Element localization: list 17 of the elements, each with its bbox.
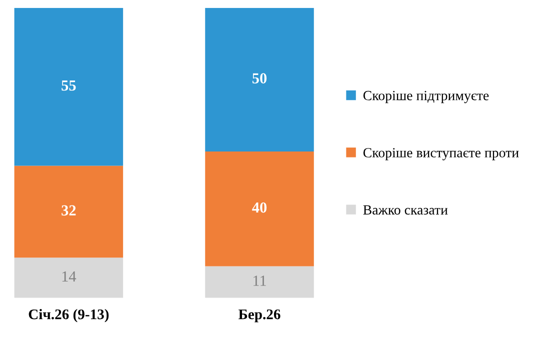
- data-label: 11: [254, 276, 266, 286]
- data-label: 50: [252, 73, 267, 84]
- legend-label: Важко сказати: [363, 205, 448, 215]
- bar: [205, 151, 314, 266]
- bar: [205, 266, 314, 298]
- legend-label: Скоріше підтримуєте: [363, 90, 489, 104]
- bar: [14, 8, 124, 166]
- bar: [14, 166, 124, 258]
- data-label: 14: [62, 271, 76, 282]
- data-label: 32: [62, 205, 76, 216]
- bar: [14, 258, 124, 298]
- data-label: 40: [252, 202, 267, 213]
- bar: [205, 8, 314, 152]
- legend-label: Скоріше виступаєте проти: [363, 148, 519, 160]
- x-tick-label: Січ.26 (9-13): [28, 308, 109, 322]
- data-label: 55: [62, 80, 76, 91]
- x-tick-label: Бер.26: [238, 309, 280, 322]
